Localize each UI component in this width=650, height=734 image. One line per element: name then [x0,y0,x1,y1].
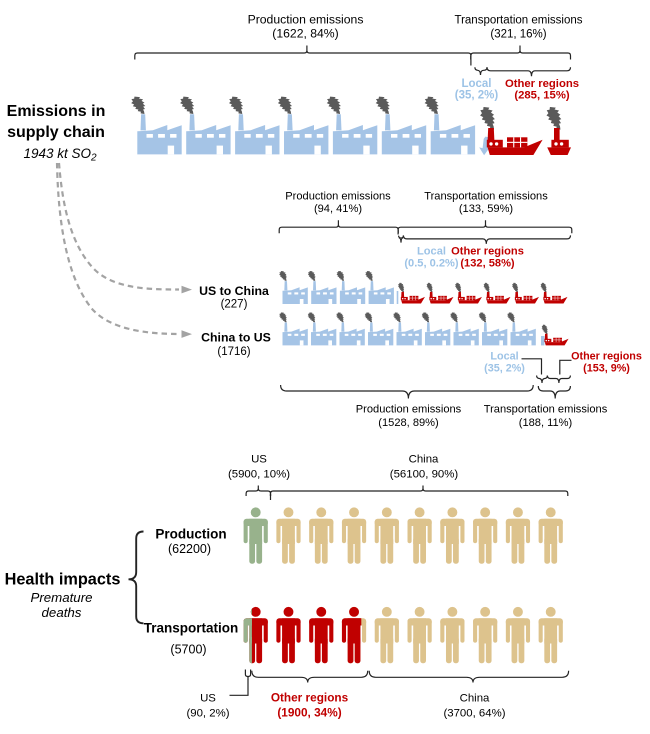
svg-text:1943 kt SO2: 1943 kt SO2 [23,146,97,164]
svg-text:(90, 2%): (90, 2%) [186,708,229,720]
svg-text:(133, 59%): (133, 59%) [459,203,513,215]
svg-text:(56100, 90%): (56100, 90%) [390,469,459,481]
svg-text:Production emissions: Production emissions [285,191,391,203]
svg-text:US to China: US to China [199,284,269,298]
svg-text:(153, 9%): (153, 9%) [583,363,630,375]
svg-text:Other regions: Other regions [505,78,579,90]
svg-text:Production: Production [155,527,226,542]
svg-text:supply chain: supply chain [7,124,105,141]
svg-text:(35, 2%): (35, 2%) [484,363,525,375]
svg-text:(227): (227) [221,299,248,311]
svg-text:Local: Local [490,351,518,363]
svg-text:Transportation emissions: Transportation emissions [454,15,582,27]
svg-text:(35, 2%): (35, 2%) [455,90,499,102]
svg-text:Other regions: Other regions [571,351,642,363]
svg-text:(188, 11%): (188, 11%) [519,417,572,429]
svg-text:(132, 58%): (132, 58%) [460,258,515,270]
svg-text:Transportation emissions: Transportation emissions [484,404,608,416]
svg-text:China: China [409,454,439,466]
svg-text:US: US [251,454,267,466]
svg-text:(1716): (1716) [217,346,250,358]
svg-text:(0.5, 0.2%): (0.5, 0.2%) [404,258,459,270]
svg-text:(321, 16%): (321, 16%) [490,29,546,41]
svg-text:Health impacts: Health impacts [5,571,121,589]
svg-text:Local: Local [417,246,446,258]
svg-text:(1622, 84%): (1622, 84%) [272,27,338,41]
svg-text:(62200): (62200) [168,542,211,556]
svg-text:(5900, 10%): (5900, 10%) [228,469,290,481]
svg-text:(1900, 34%): (1900, 34%) [277,706,341,720]
svg-text:(285, 15%): (285, 15%) [514,90,569,102]
svg-text:(5700): (5700) [170,643,206,657]
svg-text:China to US: China to US [201,331,271,345]
svg-text:(94, 41%): (94, 41%) [314,203,362,215]
svg-text:deaths: deaths [42,605,82,620]
svg-text:Premature: Premature [30,590,92,605]
svg-text:Local: Local [461,78,491,90]
svg-text:Production emissions: Production emissions [356,404,462,416]
svg-text:(3700, 64%): (3700, 64%) [443,708,505,720]
svg-text:US: US [200,693,216,705]
svg-text:Other regions: Other regions [451,246,524,258]
svg-text:Transportation: Transportation [144,621,239,636]
svg-text:Emissions in: Emissions in [7,103,106,120]
svg-text:Other regions: Other regions [271,691,349,705]
svg-text:(1528, 89%): (1528, 89%) [378,417,438,429]
svg-text:China: China [460,693,490,705]
svg-text:Production emissions: Production emissions [248,13,364,27]
svg-text:Transportation emissions: Transportation emissions [424,191,548,203]
